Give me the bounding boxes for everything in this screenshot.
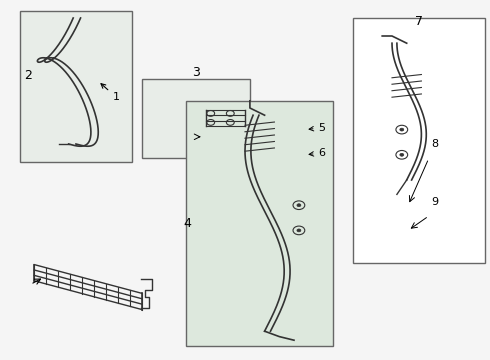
Circle shape	[297, 229, 301, 232]
Text: 2: 2	[24, 69, 32, 82]
Bar	[142, 79, 250, 158]
Text: 1: 1	[101, 84, 120, 102]
Circle shape	[400, 128, 404, 131]
Text: 7: 7	[415, 15, 423, 28]
Text: 6: 6	[309, 148, 325, 158]
Text: 9: 9	[431, 197, 439, 207]
Circle shape	[400, 153, 404, 156]
Text: 3: 3	[192, 66, 200, 78]
Bar	[353, 18, 485, 263]
Bar	[186, 101, 333, 346]
Text: 4: 4	[183, 217, 191, 230]
Text: 5: 5	[309, 123, 325, 133]
Bar	[20, 11, 132, 162]
Text: 8: 8	[431, 139, 439, 149]
Circle shape	[297, 204, 301, 207]
